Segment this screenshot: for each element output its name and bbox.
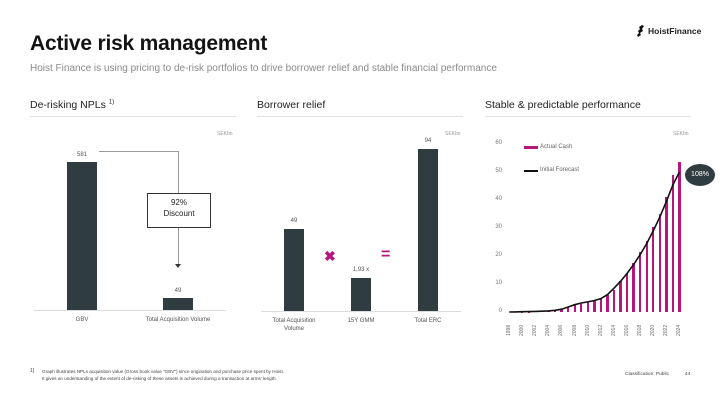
- footnote-line: Graph illustrates NPLs acquisition value…: [42, 369, 284, 374]
- chart-borrower-relief: 49 Total Acquisition Volume 1,93 x 15Y GMM 9…: [261, 138, 461, 332]
- logo-text: HoistFinance: [648, 26, 702, 36]
- y-tick-label: 30: [495, 224, 502, 230]
- discount-percent: 92%: [170, 198, 187, 207]
- y-tick-label: 60: [495, 140, 502, 146]
- unit-label: SEKbn: [217, 131, 233, 137]
- section-title-performance: Stable & predictable performance: [485, 99, 641, 111]
- classification-label: Classification: Public: [625, 372, 669, 377]
- y-tick-label: 50: [495, 168, 502, 174]
- actual-cash-bar: [658, 214, 662, 312]
- bar: [163, 297, 193, 310]
- x-axis-baseline: [261, 311, 461, 312]
- x-axis-baseline: [34, 310, 226, 311]
- category-label: Total Acquisition Volume: [145, 317, 211, 323]
- actual-cash-bar: [553, 310, 557, 312]
- actual-cash-bar: [580, 303, 583, 312]
- actual-cash-bar: [678, 162, 681, 312]
- section-divider: [257, 116, 463, 117]
- category-label: GBV: [75, 317, 89, 323]
- connector-line: [99, 151, 179, 152]
- bar: [418, 149, 438, 311]
- connector-line: [178, 228, 179, 264]
- legend-swatch-forecast: [524, 170, 538, 172]
- bar: [67, 162, 97, 310]
- multiply-icon: ✖: [324, 248, 336, 264]
- actual-cash-bar: [645, 240, 648, 312]
- section-divider: [30, 116, 236, 117]
- bar-value-label: 49: [290, 218, 298, 224]
- y-tick-label: 40: [495, 196, 502, 202]
- company-logo: HoistFinance: [636, 25, 701, 37]
- category-label: 15Y GMM: [347, 318, 375, 324]
- equals-icon: =: [381, 246, 391, 263]
- section-title-relief: Borrower relief: [257, 99, 326, 111]
- bar: [351, 278, 371, 311]
- actual-cash-bar: [606, 295, 609, 312]
- legend-label-actual: Actual Cash: [540, 144, 573, 150]
- actual-cash-bar: [560, 309, 563, 312]
- discount-label: Discount: [163, 209, 195, 218]
- y-tick-label: 20: [495, 252, 502, 258]
- bar: [284, 229, 304, 311]
- bar-value-label: 581: [76, 152, 87, 158]
- actual-cash-bar: [573, 305, 576, 312]
- page-number: 44: [685, 372, 691, 377]
- legend-label-forecast: Initial Forecast: [540, 167, 580, 173]
- actual-cash-bar: [652, 226, 655, 312]
- category-label: Total ERC: [414, 318, 442, 324]
- section-title-text: De-risking NPLs: [30, 99, 106, 111]
- forecast-line: [509, 171, 681, 313]
- footnote-line: It gives an understanding of the extent …: [42, 376, 277, 381]
- chart-derisking: 581 GBV 49 Total Acquisition Volume 92% Disco…: [0, 0, 250, 350]
- actual-cash-bar: [599, 298, 603, 312]
- bar-value-label: 49: [174, 287, 182, 294]
- discount-annotation: 92% Discount: [147, 193, 211, 228]
- unit-label: SEKbn: [445, 131, 461, 137]
- arrow-down-icon: [175, 264, 181, 268]
- section-title-derisking: De-risking NPLs 1): [30, 99, 114, 111]
- performance-ratio-badge: 108%: [685, 164, 715, 186]
- footnote-number: 1]: [30, 368, 35, 374]
- category-label: Total Acquisition Volume: [272, 318, 316, 332]
- section-divider: [485, 116, 691, 117]
- bar-value-label: 1,93 x: [352, 267, 370, 273]
- actual-cash-bar: [619, 281, 622, 312]
- y-tick-label: 0: [498, 308, 502, 314]
- actual-cash-bar: [593, 300, 596, 312]
- hoist-logo-icon: [637, 25, 644, 37]
- bar-value-label: 94: [424, 138, 432, 144]
- actual-cash-bar: [625, 272, 629, 312]
- actual-cash-bar: [632, 263, 635, 312]
- page-title: Active risk management: [30, 32, 268, 55]
- page-subtitle: Hoist Finance is using pricing to de-ris…: [30, 63, 497, 74]
- chart-performance: 0 10 20 30 40 50 60 1998 2000 2002 2004 2006 2008 201…: [495, 140, 682, 336]
- actual-cash-bar: [639, 251, 642, 312]
- legend-swatch-actual: [524, 146, 538, 149]
- footnote-ref: 1): [108, 99, 115, 106]
- actual-cash-bar: [566, 307, 570, 312]
- y-tick-label: 10: [495, 280, 502, 286]
- actual-cash-bar: [586, 302, 589, 312]
- actual-cash-bar: [665, 197, 668, 312]
- unit-label: SEKbn: [673, 131, 689, 137]
- footnote-text: Graph illustrates NPLs acquisition value…: [42, 368, 284, 382]
- connector-line: [178, 151, 179, 193]
- actual-cash-bar: [671, 174, 675, 312]
- actual-cash-bar: [612, 289, 616, 312]
